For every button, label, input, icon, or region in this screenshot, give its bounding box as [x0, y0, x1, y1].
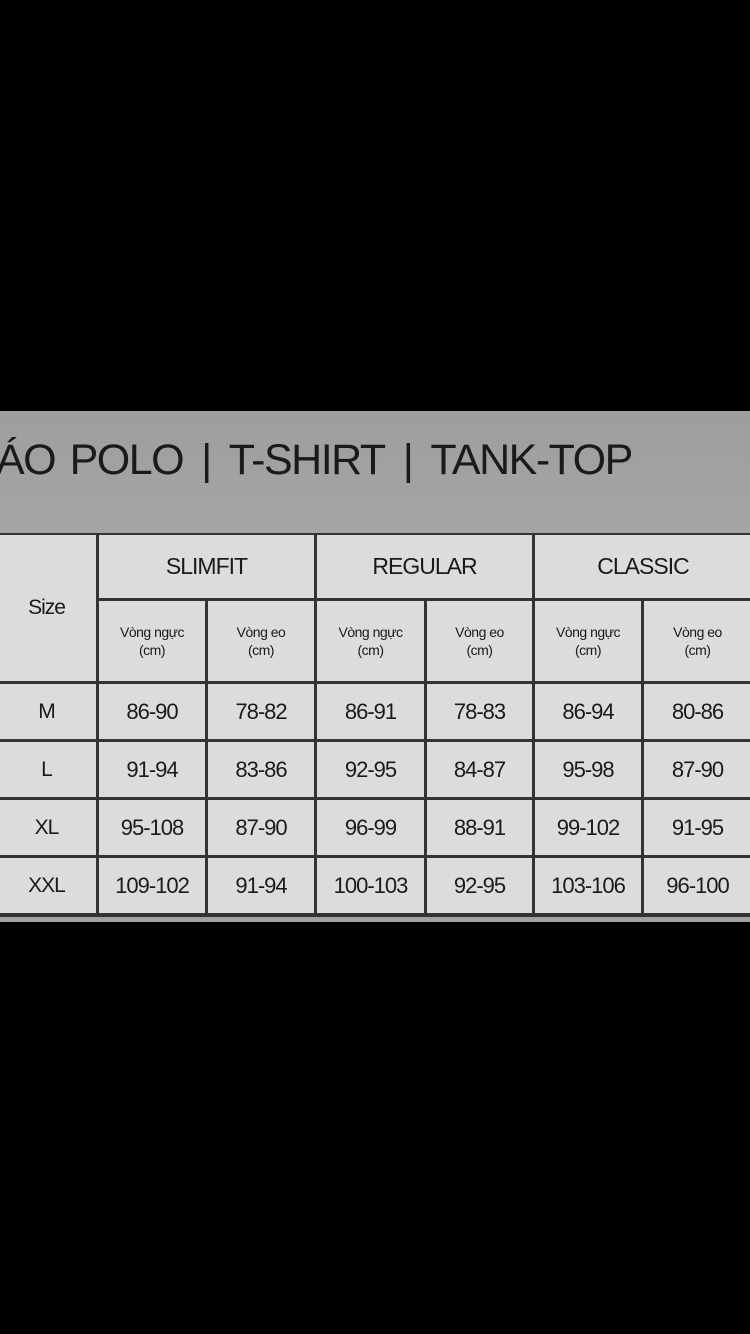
size-label: XL	[0, 800, 96, 855]
measurement-cell: 92-95	[427, 858, 532, 913]
subheader-waist: Vòng eo (cm)	[208, 601, 314, 681]
measurement-cell: 100-103	[317, 858, 424, 913]
measurement-cell: 78-83	[427, 684, 532, 739]
measurement-cell: 103-106	[535, 858, 641, 913]
measurement-cell: 91-94	[208, 858, 314, 913]
measurement-cell: 78-82	[208, 684, 314, 739]
measurement-cell: 87-90	[644, 742, 750, 797]
subheader-chest: Vòng ngực (cm)	[317, 601, 424, 681]
title-separator: |	[201, 436, 212, 484]
measurement-cell: 91-94	[99, 742, 205, 797]
subheader-label: Vòng ngực	[338, 624, 403, 640]
subheader-unit: (cm)	[684, 642, 711, 658]
group-header-classic: CLASSIC	[535, 535, 750, 598]
subheader-unit: (cm)	[575, 642, 602, 658]
measurement-cell: 96-100	[644, 858, 750, 913]
measurement-cell: 95-108	[99, 800, 205, 855]
size-label: M	[0, 684, 96, 739]
subheader-unit: (cm)	[466, 642, 493, 658]
size-label: L	[0, 742, 96, 797]
size-table: Size SLIMFIT REGULAR CLASSIC Vòng ngực (c…	[0, 533, 750, 917]
size-label: XXL	[0, 858, 96, 913]
measurement-cell: 86-91	[317, 684, 424, 739]
measurement-cell: 88-91	[427, 800, 532, 855]
measurement-cell: 99-102	[535, 800, 641, 855]
measurement-cell: 109-102	[99, 858, 205, 913]
subheader-unit: (cm)	[139, 642, 166, 658]
measurement-cell: 92-95	[317, 742, 424, 797]
size-header: Size	[0, 535, 96, 681]
subheader-chest: Vòng ngực (cm)	[535, 601, 641, 681]
subheader-label: Vòng eo	[673, 624, 722, 640]
title-polo: ÁO POLO	[0, 436, 185, 484]
subheader-unit: (cm)	[357, 642, 385, 658]
measurement-cell: 86-94	[535, 684, 641, 739]
title-tshirt: T-SHIRT	[228, 436, 386, 484]
title-separator: |	[402, 436, 414, 484]
measurement-cell: 84-87	[427, 742, 532, 797]
title-tanktop: TANK-TOP	[430, 436, 633, 484]
measurement-cell: 83-86	[208, 742, 314, 797]
subheader-waist: Vòng eo (cm)	[427, 601, 532, 681]
subheader-label: Vòng eo	[455, 624, 504, 640]
subheader-unit: (cm)	[247, 642, 274, 658]
subheader-waist: Vòng eo (cm)	[644, 601, 750, 681]
measurement-cell: 91-95	[644, 800, 750, 855]
measurement-cell: 80-86	[644, 684, 750, 739]
group-header-slimfit: SLIMFIT	[99, 535, 314, 598]
subheader-chest: Vòng ngực (cm)	[99, 601, 205, 681]
measurement-cell: 87-90	[208, 800, 314, 855]
group-header-regular: REGULAR	[317, 535, 532, 598]
measurement-cell: 86-90	[99, 684, 205, 739]
subheader-label: Vòng ngực	[555, 624, 621, 640]
subheader-label: Vòng ngực	[119, 624, 185, 640]
subheader-label: Vòng eo	[236, 624, 286, 640]
measurement-cell: 96-99	[317, 800, 424, 855]
measurement-cell: 95-98	[535, 742, 641, 797]
chart-title: ÁO POLO | T-SHIRT | TANK-TOP	[0, 436, 633, 485]
